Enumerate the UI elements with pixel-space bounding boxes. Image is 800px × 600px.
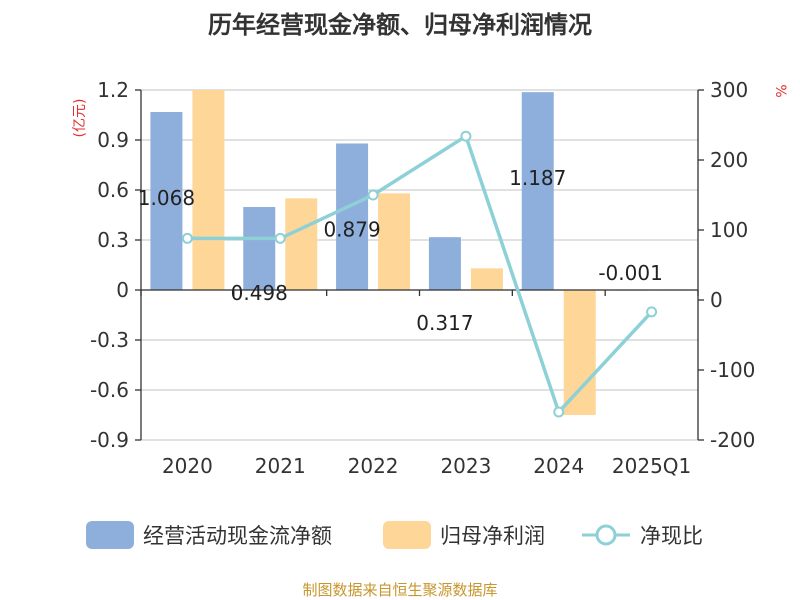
category-label: 2023 <box>440 454 491 478</box>
netprofit-bar <box>470 268 503 290</box>
category-label: 2025Q1 <box>612 454 691 478</box>
left-axis-unit: (亿元) <box>72 99 88 138</box>
ratio-point <box>181 232 193 244</box>
legend-swatch-cashflow <box>86 521 134 549</box>
data-labels-layer: 1.068 0.498 0.879 0.317 1.187 -0.001 <box>138 166 663 335</box>
left-tick-label: 0 <box>116 278 129 302</box>
netprofit-bar <box>285 198 318 290</box>
cashflow-data-label: 0.879 <box>323 218 380 242</box>
netprofit-bar <box>563 290 596 415</box>
right-axis-unit: % <box>772 84 788 97</box>
right-tick-label: 300 <box>710 78 748 102</box>
category-label: 2022 <box>348 454 399 478</box>
ratio-point <box>553 406 565 418</box>
ratio-line <box>187 133 653 416</box>
right-tick-label: 0 <box>710 288 723 312</box>
category-label: 2021 <box>255 454 306 478</box>
left-tick-label: -0.9 <box>90 428 129 452</box>
right-tick-label: -200 <box>710 428 755 452</box>
legend-marker-ratio <box>595 524 617 546</box>
left-tick-label: -0.6 <box>90 378 129 402</box>
cashflow-data-label: 1.187 <box>509 166 566 190</box>
right-tick-label: 200 <box>710 148 748 172</box>
cashflow-bar <box>521 92 554 291</box>
line-layer <box>181 130 658 418</box>
netprofit-bar <box>378 193 411 290</box>
bars-layer <box>150 90 689 415</box>
category-label: 2020 <box>162 454 213 478</box>
cashflow-bar <box>428 237 461 290</box>
category-label: 2024 <box>533 454 584 478</box>
left-tick-label: 0.6 <box>97 178 129 202</box>
cashflow-data-label: 0.498 <box>231 281 288 305</box>
cashflow-bar <box>336 143 369 290</box>
source-note: 制图数据来自恒生聚源数据库 <box>302 581 497 599</box>
legend: 经营活动现金流净额 归母净利润 净现比 <box>86 521 703 549</box>
ratio-point <box>274 232 286 244</box>
cashflow-data-label: 1.068 <box>138 186 195 210</box>
left-tick-label: 1.2 <box>97 78 129 102</box>
left-tick-label: -0.3 <box>90 328 129 352</box>
cashflow-bar <box>150 112 183 290</box>
ratio-point <box>646 306 658 318</box>
left-tick-label: 0.9 <box>97 128 129 152</box>
cashflow-bar <box>243 207 276 290</box>
axes-layer: 1.2 0.9 0.6 0.3 0 -0.3 -0.6 -0.9 300 200 100 0 -100 -… <box>90 78 755 478</box>
legend-swatch-netprofit <box>383 521 431 549</box>
chart-title: 历年经营现金净额、归母净利润情况 <box>208 11 592 39</box>
legend-label-ratio: 净现比 <box>640 524 703 548</box>
right-tick-label: -100 <box>710 358 755 382</box>
netprofit-bar <box>192 90 225 290</box>
cashflow-data-label: -0.001 <box>598 261 662 285</box>
ratio-point <box>460 130 472 142</box>
legend-label-netprofit: 归母净利润 <box>440 524 545 548</box>
right-tick-label: 100 <box>710 218 748 242</box>
cashflow-data-label: 0.317 <box>416 311 473 335</box>
legend-label-cashflow: 经营活动现金流净额 <box>143 524 332 548</box>
left-tick-label: 0.3 <box>97 228 129 252</box>
ratio-point <box>367 189 379 201</box>
